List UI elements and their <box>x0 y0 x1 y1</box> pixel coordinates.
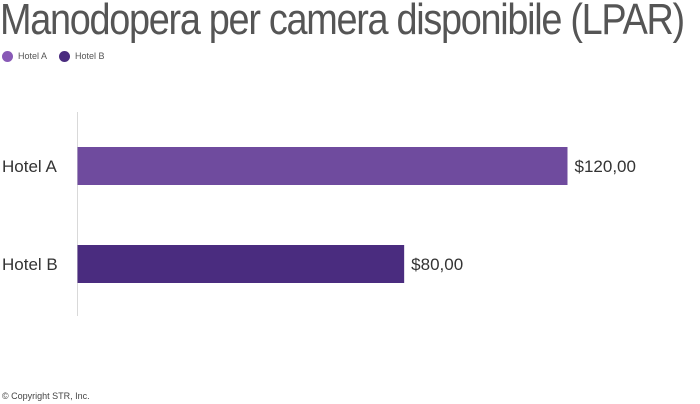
category-label-hotel-b: Hotel B <box>2 255 58 274</box>
category-label-hotel-a: Hotel A <box>2 157 57 176</box>
legend-label-hotel-b: Hotel B <box>75 51 105 61</box>
copyright-notice: © Copyright STR, Inc. <box>2 391 90 401</box>
bar-hotel-a[interactable] <box>77 147 568 185</box>
legend-item-hotel-b[interactable]: Hotel B <box>59 50 105 62</box>
legend-label-hotel-a: Hotel A <box>18 51 48 61</box>
legend-marker-hotel-a <box>2 50 13 62</box>
value-label-hotel-b: $80,00 <box>411 255 463 274</box>
legend-marker-hotel-b <box>59 50 71 62</box>
chart-title: Manodopera per camera disponibile (LPAR) <box>0 0 685 44</box>
legend-item-hotel-a[interactable]: Hotel A <box>2 50 48 62</box>
value-label-hotel-a: $120,00 <box>575 157 636 176</box>
bar-hotel-b[interactable] <box>77 245 405 283</box>
chart-legend: Hotel A Hotel B <box>2 49 117 63</box>
